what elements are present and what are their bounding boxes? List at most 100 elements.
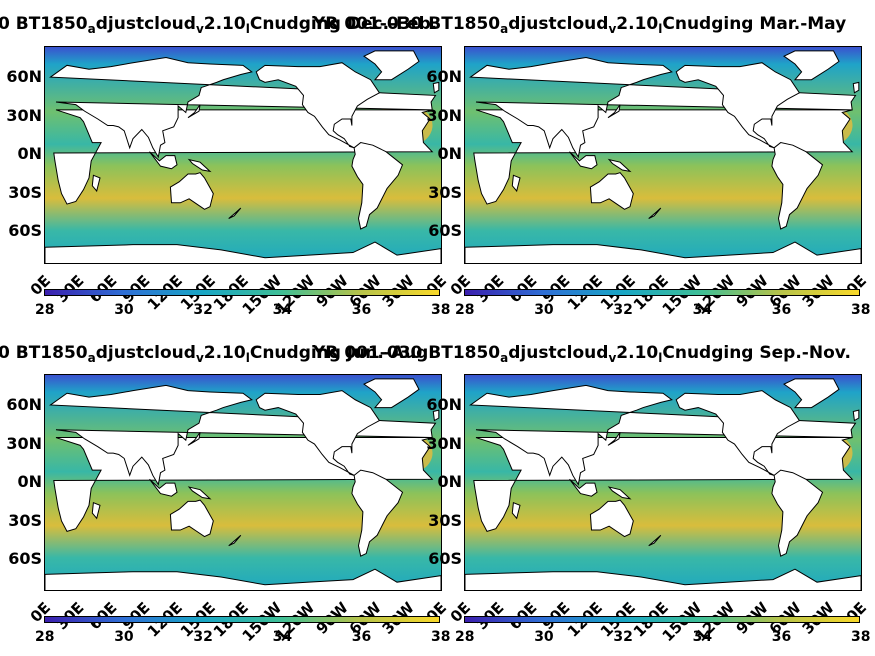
colorbar-tick-label: 36 (771, 629, 792, 645)
title-part: YR 001-030 BT1850 (313, 343, 501, 363)
title-part: v (608, 22, 617, 36)
colorbar-tick-label: 36 (351, 629, 372, 645)
land-mass (675, 62, 801, 149)
title-part: Cnudging Mar.-May (662, 14, 847, 34)
land-mass (852, 409, 860, 422)
colorbar (44, 289, 440, 296)
title-part: Cnudging Sep.-Nov. (662, 343, 851, 363)
land-mass (363, 50, 420, 81)
lat-tick-label: 60N (426, 395, 462, 414)
land-mass (675, 390, 801, 476)
title-part: 2.10 (616, 343, 659, 363)
land-mass (228, 207, 242, 219)
colorbar-tick-label: 30 (534, 629, 554, 645)
title-part: Cnudging Dec.-Feb. (249, 14, 438, 34)
colorbar-tick-label: 32 (193, 302, 213, 318)
land-mass (45, 241, 441, 263)
colorbar-tick-label: 36 (351, 302, 372, 318)
land-mass (648, 207, 662, 219)
land-mass (255, 390, 381, 476)
land-mass (771, 469, 824, 557)
colorbar-tick-label: 30 (114, 629, 134, 645)
title-part: 2.10 (616, 14, 659, 34)
lat-tick-label: 30N (426, 433, 462, 453)
colorbar-tick-label: 32 (193, 629, 213, 645)
colorbar-tick-label: 34 (692, 302, 713, 318)
colorbar-tick-label: 28 (35, 629, 55, 645)
title-part: a (87, 351, 96, 365)
colorbar-tick-label: 30 (114, 302, 134, 318)
map-panel-2 (464, 46, 862, 264)
panel-title: 0 BT1850adjustcloudv2.10lCnudging Dec.-F… (0, 14, 437, 39)
land-mass (432, 409, 440, 422)
colorbar-tick-label: 28 (455, 629, 475, 645)
colorbar-tick-label: 38 (431, 302, 451, 318)
land-mass (169, 499, 214, 538)
lat-tick-label: 60S (428, 221, 462, 240)
lat-tick-label: 60S (8, 221, 42, 240)
land-mass (607, 486, 632, 500)
land-mass (852, 81, 860, 94)
colorbar (44, 616, 440, 623)
land-mass (91, 174, 101, 193)
colorbar-tick-label: 34 (692, 629, 713, 645)
panel-title: YR 001-030 BT1850adjustcloudv2.10lCnudgi… (313, 14, 846, 39)
land-mass (607, 104, 621, 119)
title-part: djustcloud (95, 14, 196, 34)
title-part: 0 BT1850 (0, 14, 88, 34)
title-part: l (658, 22, 663, 36)
land-mass (187, 158, 212, 173)
colorbar-tick-label: 36 (771, 302, 792, 318)
lat-tick-label: 30S (428, 510, 462, 530)
lat-tick-label: 60S (8, 549, 42, 568)
colorbar-tick-label: 30 (534, 302, 554, 318)
lat-tick-label: 0N (17, 144, 42, 163)
title-part: v (195, 351, 204, 365)
title-part: 2.10 (203, 343, 246, 363)
land-mass (351, 469, 404, 557)
land-mass (511, 501, 521, 520)
land-mass (569, 478, 598, 497)
title-part: YR 001-030 BT1850 (313, 14, 501, 34)
colorbar-tick-label: 34 (272, 629, 293, 645)
land-mass (783, 378, 840, 409)
land-mass (465, 241, 861, 263)
lat-tick-label: 30S (8, 510, 42, 530)
title-part: a (500, 351, 509, 365)
land-mass (432, 81, 440, 94)
land-mass (91, 501, 101, 520)
map-panel-4 (464, 374, 862, 591)
lat-tick-label: 30N (6, 105, 42, 125)
land-mass (149, 478, 178, 497)
lat-tick-label: 60N (426, 67, 462, 86)
land-mass (589, 499, 634, 538)
land-mass (469, 384, 857, 486)
land-mass (351, 142, 404, 230)
land-mass (783, 50, 840, 81)
title-part: a (500, 22, 509, 36)
colorbar-tick-label: 34 (272, 302, 293, 318)
title-part: l (658, 351, 663, 365)
land-mass (169, 172, 214, 210)
colorbar-tick-label: 32 (613, 302, 633, 318)
land-mass (255, 62, 381, 149)
title-part: v (195, 22, 204, 36)
colorbar-tick-label: 32 (613, 629, 633, 645)
land-mass (465, 568, 861, 590)
lat-tick-label: 30S (8, 182, 42, 202)
colorbar-tick-label: 38 (431, 629, 451, 645)
land-mass (511, 174, 521, 193)
title-part: Cnudging Jun.-Aug. (249, 343, 435, 363)
land-mass (49, 384, 437, 486)
land-mass (187, 432, 201, 446)
map-panel-1 (44, 46, 442, 264)
colorbar (464, 616, 860, 623)
lat-tick-label: 0N (437, 144, 462, 163)
title-part: djustcloud (508, 14, 609, 34)
land-mass (149, 151, 178, 170)
land-mass (771, 142, 824, 230)
title-part: 2.10 (203, 14, 246, 34)
colorbar-tick-label: 28 (455, 302, 475, 318)
map-panel-3 (44, 374, 442, 591)
land-mass (469, 56, 857, 159)
